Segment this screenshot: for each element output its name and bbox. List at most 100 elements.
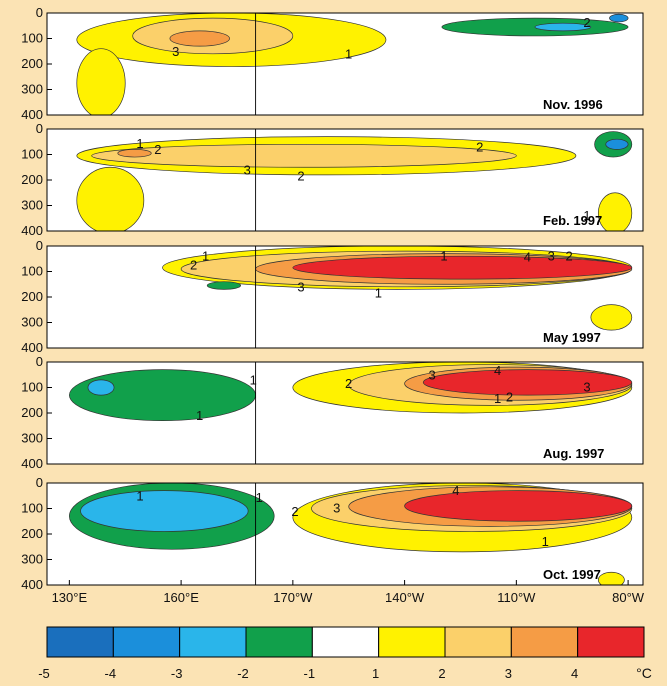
contour-label: 1: [583, 208, 590, 223]
y-tick-label: 0: [36, 5, 43, 20]
colorbar-swatch: [311, 626, 380, 658]
anomaly-region: [91, 143, 517, 168]
y-tick-label: 0: [36, 238, 43, 253]
colorbar-swatch: [378, 626, 446, 658]
anomaly-region: [87, 379, 115, 396]
contour-label: 2: [476, 140, 483, 155]
anomaly-region: [76, 48, 126, 115]
y-tick-label: 200: [21, 172, 43, 187]
contour-label: 2: [506, 389, 513, 404]
anomaly-region: [404, 490, 633, 522]
panel-features: [76, 13, 629, 115]
y-tick-label: 300: [21, 315, 43, 330]
y-tick-label: 300: [21, 198, 43, 213]
y-tick-label: 0: [36, 121, 43, 136]
anomaly-region: [117, 149, 152, 158]
panel-date-label: May 1997: [543, 330, 601, 345]
contour-label: 2: [345, 376, 352, 391]
contour-label: 2: [291, 504, 298, 519]
x-tick-label: 130°E: [52, 590, 88, 605]
colorbar-swatch: [577, 626, 645, 658]
anomaly-region: [609, 13, 629, 23]
y-tick-label: 300: [21, 552, 43, 567]
contour-label: 3: [297, 279, 304, 294]
panel-features: [69, 483, 633, 585]
y-tick-label: 0: [36, 354, 43, 369]
anomaly-region: [597, 192, 633, 231]
anomaly-region: [292, 255, 633, 280]
contour-label: 1: [250, 373, 257, 388]
colorbar-tick-label: -5: [38, 666, 50, 681]
contour-label: 4: [494, 363, 501, 378]
y-tick-label: 200: [21, 289, 43, 304]
panel-date-label: Nov. 1996: [543, 97, 603, 112]
y-tick-label: 200: [21, 526, 43, 541]
colorbar: -5 -4 -3 -2 -1 1 2 3 4 °C: [38, 626, 652, 681]
colorbar-tick-label: -3: [171, 666, 183, 681]
panel-date-label: Oct. 1997: [543, 567, 601, 582]
y-tick-label: 400: [21, 577, 43, 592]
colorbar-swatch: [112, 626, 181, 658]
anomaly-region: [534, 22, 592, 32]
contour-label: 1: [375, 286, 382, 301]
panel-4: 0 100 200 300 400 1 1 2 3 4 1 Oct. 1997: [21, 475, 644, 592]
colorbar-swatch: [46, 626, 114, 658]
colorbar-swatch: [179, 626, 247, 658]
x-tick-label: 170°W: [273, 590, 313, 605]
panel-date-label: Aug. 1997: [543, 446, 604, 461]
y-tick-label: 100: [21, 501, 43, 516]
colorbar-tick-label: 2: [438, 666, 445, 681]
y-tick-label: 300: [21, 431, 43, 446]
anomaly-region: [422, 369, 633, 396]
contour-label: 1: [196, 408, 203, 423]
y-tick-label: 200: [21, 405, 43, 420]
x-tick-label: 160°E: [163, 590, 199, 605]
anomaly-region: [206, 281, 242, 290]
contour-label: 1: [542, 534, 549, 549]
y-tick-label: 400: [21, 340, 43, 355]
anomaly-region: [80, 490, 249, 532]
panel-features: [76, 131, 633, 231]
anomaly-region: [590, 304, 633, 331]
y-tick-label: 0: [36, 475, 43, 490]
colorbar-unit: °C: [636, 665, 652, 681]
y-tick-label: 400: [21, 107, 43, 122]
anomaly-region: [169, 30, 230, 47]
colorbar-tick-label: -2: [237, 666, 249, 681]
colorbar-swatch: [510, 626, 579, 658]
contour-label: 2: [190, 257, 197, 272]
y-tick-label: 300: [21, 82, 43, 97]
y-tick-label: 100: [21, 380, 43, 395]
y-tick-label: 100: [21, 31, 43, 46]
contour-label: 3: [583, 380, 590, 395]
contour-label: 4: [524, 250, 531, 265]
contour-label: 2: [297, 169, 304, 184]
anomaly-region: [605, 138, 629, 150]
contour-label: 2: [583, 15, 590, 30]
contour-label: 1: [345, 46, 352, 61]
contour-label: 3: [548, 249, 555, 264]
contour-label: 4: [452, 483, 459, 498]
contour-label: 3: [172, 44, 179, 59]
x-tick-label: 80°W: [612, 590, 645, 605]
contour-label: 2: [566, 249, 573, 264]
x-tick-label: 140°W: [385, 590, 425, 605]
contour-label: 1: [202, 249, 209, 264]
contour-label: 1: [494, 391, 501, 406]
colorbar-swatch: [444, 626, 512, 658]
contour-label: 1: [136, 136, 143, 151]
x-axis: 130°E 160°E 170°W 140°W 110°W 80°W: [52, 580, 645, 605]
colorbar-swatch: [245, 626, 313, 658]
y-tick-label: 200: [21, 56, 43, 71]
contour-label: 3: [333, 501, 340, 516]
x-tick-label: 110°W: [497, 590, 536, 605]
contour-label: 3: [244, 162, 251, 177]
y-tick-label: 100: [21, 264, 43, 279]
contour-label: 1: [256, 490, 263, 505]
colorbar-tick-label: 4: [571, 666, 578, 681]
colorbar-tick-label: 3: [505, 666, 512, 681]
